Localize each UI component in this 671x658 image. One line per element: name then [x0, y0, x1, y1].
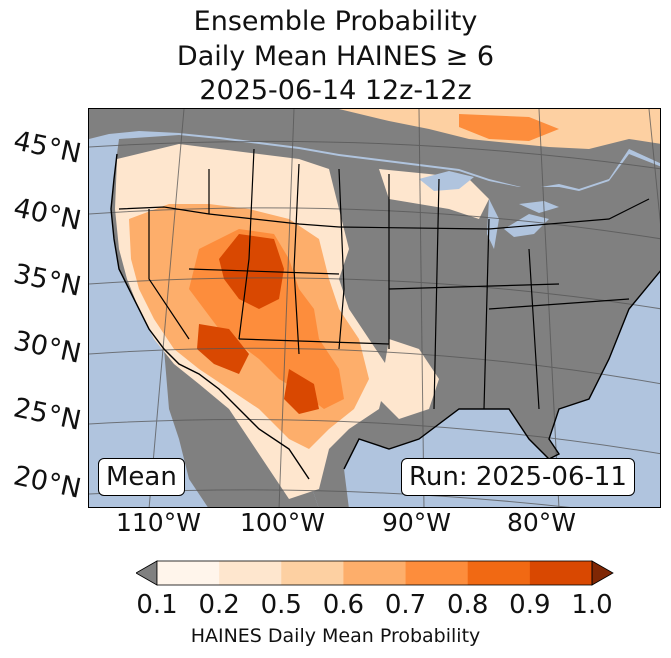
- title-line-2: Daily Mean HAINES ≥ 6: [176, 41, 495, 72]
- colorbar-segment: [343, 561, 407, 585]
- title-line-3: 2025-06-14 12z-12z: [199, 75, 472, 106]
- southeast-low-probability: [379, 339, 439, 419]
- lat-label-35: 35°N: [10, 258, 84, 303]
- state-borders: [118, 148, 650, 410]
- colorbar-segment: [281, 561, 344, 585]
- map-panel: [88, 108, 661, 508]
- us-outline: [110, 153, 660, 480]
- canada-orange-core: [459, 114, 559, 141]
- lon-label-100w: 100°W: [240, 508, 325, 537]
- colorbar-tick-label: 0.9: [509, 590, 551, 620]
- colorbar-tick-label: 0.6: [322, 590, 365, 620]
- colorbar-tick-label: 0.7: [384, 590, 427, 620]
- lon-label-80w: 80°W: [507, 508, 577, 537]
- lat-label-45: 45°N: [10, 125, 84, 170]
- colorbar-tick-label: 1.0: [571, 590, 613, 620]
- lat-label-25: 25°N: [10, 392, 84, 437]
- title-line-1: Ensemble Probability: [193, 6, 478, 37]
- lat-label-40: 40°N: [10, 192, 84, 237]
- colorbar-segment: [405, 561, 469, 585]
- colorbar-segment: [219, 561, 282, 585]
- colorbar-tick-label: 0.1: [136, 590, 178, 620]
- run-date-badge: Run: 2025-06-11: [401, 458, 635, 496]
- colorbar-over-arrow: [591, 560, 614, 586]
- colorbar: [136, 560, 614, 586]
- colorbar-segment: [529, 561, 593, 585]
- colorbar-label: HAINES Daily Mean Probability: [190, 625, 481, 647]
- colorbar-segment: [467, 561, 531, 585]
- mean-badge: Mean: [98, 458, 185, 496]
- colorbar-under-arrow: [136, 560, 158, 586]
- lat-label-30: 30°N: [10, 325, 84, 370]
- colorbar-tick-label: 0.5: [260, 590, 302, 620]
- lon-label-110w: 110°W: [116, 508, 201, 537]
- texas-peak: [284, 369, 319, 414]
- arizona-peak: [197, 324, 249, 374]
- lat-label-20: 20°N: [10, 460, 84, 505]
- map-canvas: [89, 109, 660, 507]
- colorbar-segment: [157, 561, 220, 585]
- great-lakes: [419, 171, 559, 249]
- lon-label-90w: 90°W: [382, 508, 452, 537]
- colorbar-tick-label: 0.8: [447, 590, 489, 620]
- colorbar-tick-label: 0.2: [198, 590, 240, 620]
- graticule: [89, 109, 660, 507]
